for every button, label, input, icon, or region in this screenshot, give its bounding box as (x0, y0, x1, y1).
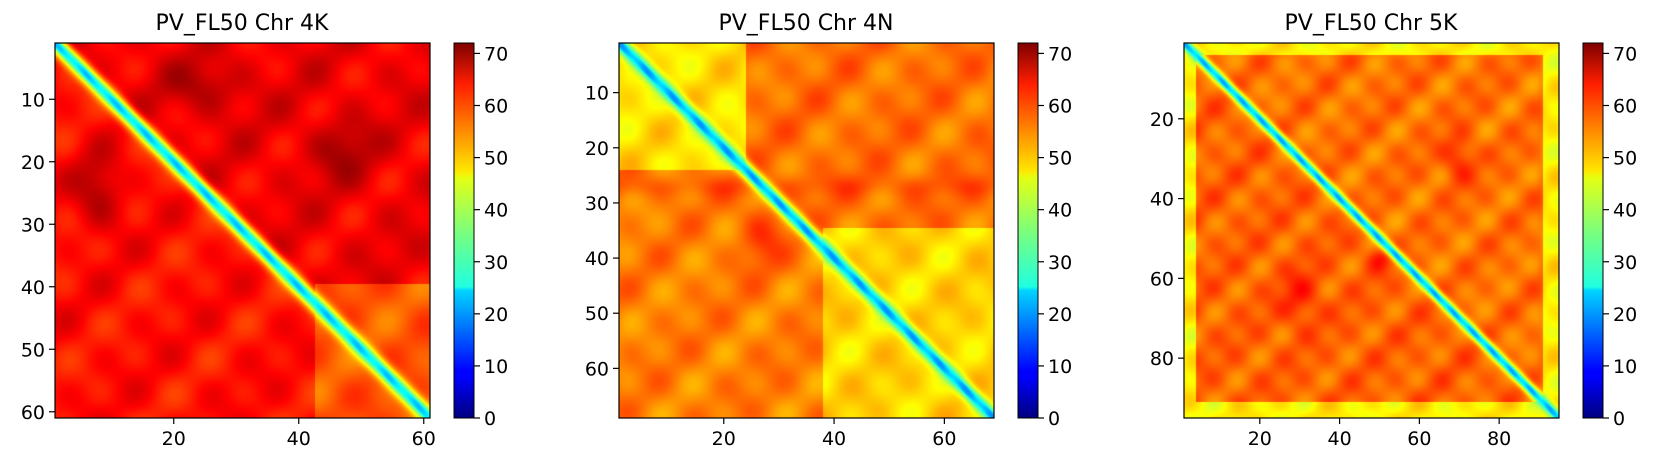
y-tick-label: 60 (1150, 268, 1174, 290)
y-tick-label: 40 (21, 277, 45, 299)
y-tick-label: 20 (1150, 109, 1174, 131)
colorbar-tick-label: 50 (1613, 148, 1637, 170)
x-tick-label: 40 (287, 428, 311, 450)
colorbar-tick-label: 0 (1613, 408, 1625, 430)
x-tick-label: 40 (822, 428, 846, 450)
colorbar-tick-label: 40 (1613, 200, 1637, 222)
y-tick-label: 80 (1150, 348, 1174, 370)
heatmap-area (619, 43, 994, 418)
colorbar-gradient (453, 42, 475, 419)
y-tick-label: 10 (585, 83, 609, 105)
panel-chr-4n: PV_FL50 Chr 4N 20 40 60 10 20 30 40 50 60 0 10 20… (585, 11, 1072, 450)
colorbar-tick-label: 40 (484, 200, 508, 222)
chart-title: PV_FL50 Chr 5K (1285, 11, 1459, 36)
colorbar-tick-label: 60 (1048, 96, 1072, 118)
colorbar-tick-label: 70 (1048, 43, 1072, 65)
colorbar-ticks: 0 10 20 30 40 50 60 70 (474, 43, 508, 430)
colorbar: 0 10 20 30 40 50 60 70 (453, 42, 508, 430)
plot-frame (1183, 42, 1560, 419)
colorbar-tick-label: 30 (1048, 252, 1072, 274)
colorbar-tick-label: 10 (1048, 356, 1072, 378)
colorbar-tick-label: 20 (484, 304, 508, 326)
colorbar-tick-label: 10 (1613, 356, 1637, 378)
colorbar-tick-label: 50 (484, 148, 508, 170)
colorbar-ticks: 0 10 20 30 40 50 60 70 (1603, 43, 1637, 430)
colorbar-tick-label: 50 (1048, 148, 1072, 170)
chart-title: PV_FL50 Chr 4K (156, 11, 330, 36)
y-tick-label: 10 (21, 89, 45, 111)
chart-title: PV_FL50 Chr 4N (718, 11, 893, 36)
x-axis: 20 40 60 (712, 418, 956, 450)
x-tick-label: 80 (1487, 428, 1511, 450)
heatmap-area (55, 43, 430, 418)
y-axis: 10 20 30 40 50 60 (585, 83, 619, 380)
x-tick-label: 60 (1407, 428, 1431, 450)
colorbar-tick-label: 20 (1613, 304, 1637, 326)
colorbar-ticks: 0 10 20 30 40 50 60 70 (1038, 43, 1072, 430)
y-tick-label: 50 (21, 339, 45, 361)
x-tick-label: 60 (932, 428, 956, 450)
colorbar-gradient (1017, 42, 1039, 419)
plot-frame (54, 42, 431, 419)
x-tick-label: 60 (412, 428, 436, 450)
heatmap-area (1184, 43, 1559, 418)
colorbar: 0 10 20 30 40 50 60 70 (1017, 42, 1072, 430)
y-tick-label: 50 (585, 303, 609, 325)
y-tick-label: 30 (21, 214, 45, 236)
x-tick-label: 20 (1248, 428, 1272, 450)
x-tick-label: 20 (162, 428, 186, 450)
y-axis: 20 40 60 80 (1150, 109, 1184, 370)
colorbar-tick-label: 60 (1613, 96, 1637, 118)
y-tick-label: 20 (21, 152, 45, 174)
y-tick-label: 20 (585, 138, 609, 160)
plot-frame (618, 42, 995, 419)
panel-chr-4k: PV_FL50 Chr 4K 20 40 60 10 20 30 40 50 60 0 10 20… (21, 11, 508, 450)
colorbar-tick-label: 0 (484, 408, 496, 430)
panel-chr-5k: PV_FL50 Chr 5K 20 40 60 80 20 40 60 80 0 10 20 30… (1150, 11, 1637, 450)
x-tick-label: 40 (1327, 428, 1351, 450)
y-tick-label: 60 (585, 358, 609, 380)
colorbar-tick-label: 60 (484, 96, 508, 118)
colorbar-tick-label: 40 (1048, 200, 1072, 222)
y-tick-label: 30 (585, 193, 609, 215)
x-axis: 20 40 60 (162, 418, 436, 450)
colorbar-tick-label: 30 (1613, 252, 1637, 274)
colorbar-tick-label: 10 (484, 356, 508, 378)
colorbar-tick-label: 0 (1048, 408, 1060, 430)
y-tick-label: 60 (21, 402, 45, 424)
colorbar-gradient (1582, 42, 1604, 419)
x-axis: 20 40 60 80 (1248, 418, 1511, 450)
y-tick-label: 40 (585, 248, 609, 270)
y-tick-label: 40 (1150, 189, 1174, 211)
colorbar-tick-label: 70 (484, 43, 508, 65)
x-tick-label: 20 (712, 428, 736, 450)
colorbar-tick-label: 30 (484, 252, 508, 274)
colorbar: 0 10 20 30 40 50 60 70 (1582, 42, 1637, 430)
y-axis: 10 20 30 40 50 60 (21, 89, 55, 424)
colorbar-tick-label: 70 (1613, 43, 1637, 65)
colorbar-tick-label: 20 (1048, 304, 1072, 326)
